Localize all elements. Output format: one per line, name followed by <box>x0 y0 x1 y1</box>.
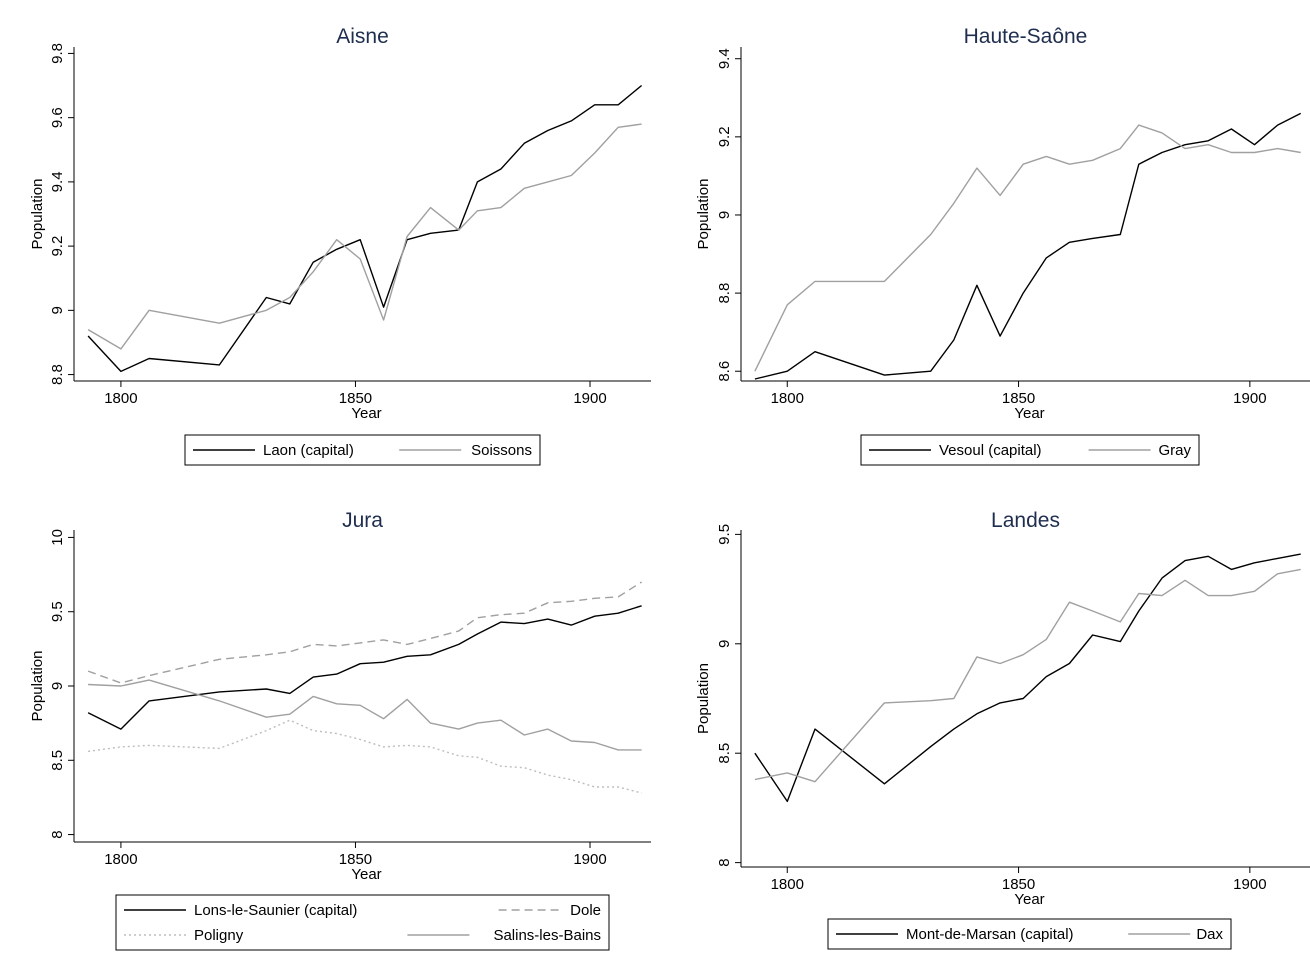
y-tick-label: 9.4 <box>49 171 66 192</box>
series-line-1 <box>87 605 642 730</box>
legend-label: Laon (capital) <box>263 442 354 459</box>
chart-panel-4: Landes 8 8.5 9 9.5 1800 1850 1900 Year Population… <box>695 509 1310 950</box>
x-tick-label: 1800 <box>104 851 137 868</box>
chart-panel-3: Jura 8 8.5 9 9.5 10 1800 1850 1900 Year Population… <box>29 509 651 951</box>
legend-label: Gray <box>1158 442 1191 459</box>
y-tick-label: 9.5 <box>49 601 66 622</box>
legend-label: Lons-le-Saunier (capital) <box>194 902 357 919</box>
y-tick-label: 8.5 <box>716 743 733 764</box>
x-tick-label: 1900 <box>1233 876 1266 893</box>
series-line-2 <box>87 123 642 350</box>
y-tick-label: 8.5 <box>49 750 66 771</box>
x-tick-label: 1850 <box>1002 876 1035 893</box>
panel-title: Jura <box>342 509 383 532</box>
legend: Lons-le-Saunier (capital) Dole Poligny Sali… <box>115 894 610 951</box>
x-tick-label: 1850 <box>339 851 372 868</box>
y-tick-label: 9.4 <box>716 48 733 69</box>
legend-label: Poligny <box>194 927 244 944</box>
x-tick-label: 1800 <box>771 876 804 893</box>
chart-panel-1: Aisne 8.8 9 9.2 9.4 9.6 9.8 1800 1850 1900 Year Pop… <box>29 25 651 466</box>
x-tick-label: 1800 <box>771 390 804 407</box>
x-tick-label: 1850 <box>339 390 372 407</box>
x-tick-label: 1800 <box>104 390 137 407</box>
panel-title: Haute-Saône <box>964 25 1088 48</box>
y-tick-label: 8 <box>716 858 733 866</box>
series-line-4 <box>88 679 642 751</box>
legend-label: Dole <box>570 902 601 919</box>
y-axis-title: Population <box>29 651 46 722</box>
x-axis-title: Year <box>1014 891 1044 908</box>
panel-title: Landes <box>991 509 1060 532</box>
legend: Vesoul (capital) Gray <box>860 434 1200 466</box>
y-axis-title: Population <box>695 663 712 734</box>
y-tick-label: 9 <box>716 211 733 219</box>
y-axis-title: Population <box>695 179 712 250</box>
y-tick-label: 10 <box>49 529 66 546</box>
series-line-1 <box>87 84 643 373</box>
legend-label: Salins-les-Bains <box>493 927 601 944</box>
x-tick-label: 1850 <box>1002 390 1035 407</box>
legend-label: Mont-de-Marsan (capital) <box>906 926 1074 943</box>
x-axis-title: Year <box>351 866 381 883</box>
series-line-1 <box>754 112 1302 380</box>
y-tick-label: 8 <box>49 830 66 838</box>
y-tick-label: 9 <box>49 306 66 314</box>
y-tick-label: 8.6 <box>716 361 733 382</box>
y-axis-title: Population <box>29 179 46 250</box>
y-tick-label: 9.2 <box>49 236 66 257</box>
series-line-2 <box>754 124 1301 372</box>
legend: Mont-de-Marsan (capital) Dax <box>827 918 1232 950</box>
series-line-2 <box>754 568 1301 783</box>
legend-label: Dax <box>1196 926 1223 943</box>
y-tick-label: 9 <box>716 640 733 648</box>
x-tick-label: 1900 <box>573 390 606 407</box>
y-tick-label: 9.5 <box>716 524 733 545</box>
x-tick-label: 1900 <box>573 851 606 868</box>
series-line-2 <box>87 581 642 684</box>
legend: Laon (capital) Soissons <box>184 434 541 466</box>
legend-box <box>115 894 610 951</box>
series-line-1 <box>754 553 1301 803</box>
y-tick-label: 9.8 <box>49 43 66 64</box>
chart-panel-2: Haute-Saône 8.6 8.8 9 9.2 9.4 1800 1850 1900 Year… <box>695 25 1310 466</box>
legend-label: Soissons <box>471 442 532 459</box>
y-tick-label: 8.8 <box>49 364 66 385</box>
y-tick-label: 9 <box>49 682 66 690</box>
series-line-3 <box>88 719 642 794</box>
panel-title: Aisne <box>336 25 389 48</box>
y-tick-label: 8.8 <box>716 283 733 304</box>
x-axis-title: Year <box>1014 405 1044 422</box>
x-tick-label: 1900 <box>1233 390 1266 407</box>
y-tick-label: 9.2 <box>716 126 733 147</box>
legend-label: Vesoul (capital) <box>939 442 1042 459</box>
y-tick-label: 9.6 <box>49 107 66 128</box>
x-axis-title: Year <box>351 405 381 422</box>
